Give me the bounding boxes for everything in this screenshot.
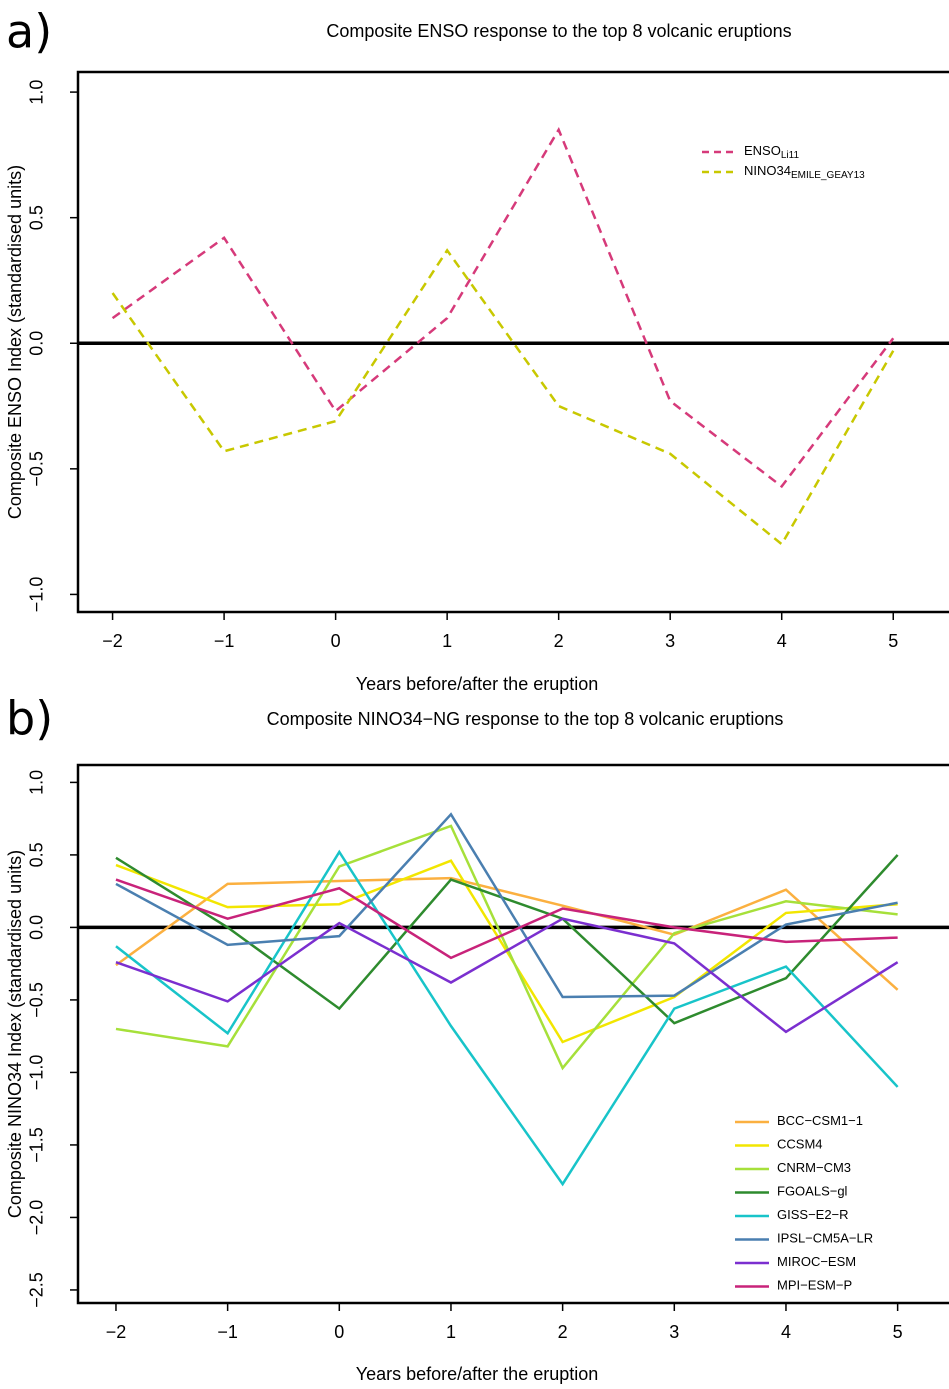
x-tick-label: 1 (442, 631, 452, 651)
legend-name: FGOALS−gl (777, 1184, 848, 1199)
legend-label: IPSL−CM5A−LR (777, 1231, 873, 1246)
x-tick-label: −1 (214, 631, 235, 651)
legend-name: GISS−E2−R (777, 1207, 849, 1222)
legend-subscript: Li11 (781, 150, 800, 161)
x-axis-label: Years before/after the eruption (356, 1364, 599, 1384)
y-tick-label: −0.5 (27, 451, 47, 487)
legend-label: CCSM4 (777, 1137, 823, 1152)
y-tick-label: 0.0 (27, 331, 47, 356)
x-tick-label: −1 (217, 1322, 238, 1342)
y-tick-label: −2.0 (27, 1200, 47, 1236)
x-tick-label: 2 (558, 1322, 568, 1342)
y-tick-label: −1.0 (27, 1055, 47, 1091)
legend-name: CCSM4 (777, 1137, 823, 1152)
x-tick-label: 1 (446, 1322, 456, 1342)
x-tick-label: 5 (893, 1322, 903, 1342)
panel-label: b) (6, 692, 53, 746)
y-tick-label: −1.5 (27, 1127, 47, 1163)
panel-label: a) (6, 5, 52, 59)
series-line (115, 878, 898, 960)
chart-title: Composite NINO34−NG response to the top … (267, 709, 784, 729)
y-axis-label: Composite ENSO Index (standardised units… (5, 165, 25, 519)
y-tick-label: −0.5 (27, 982, 47, 1018)
series-line (115, 849, 899, 1187)
series-line (115, 917, 899, 1034)
legend-name: MPI−ESM−P (777, 1278, 852, 1293)
series-line (115, 876, 899, 991)
legend-name: IPSL−CM5A−LR (777, 1231, 873, 1246)
legend-label: CNRM−CM3 (777, 1160, 851, 1175)
legend-name: CNRM−CM3 (777, 1160, 851, 1175)
x-tick-label: −2 (102, 631, 123, 651)
legend-name: MIROC−ESM (777, 1254, 856, 1269)
legend-name: BCC−CSM1−1 (777, 1113, 863, 1128)
legend-name: ENSO (744, 143, 781, 158)
x-tick-label: 4 (781, 1322, 791, 1342)
y-tick-label: 0.5 (27, 842, 47, 867)
series-line (115, 854, 899, 1025)
legend-label: ENSOLi11 (744, 143, 799, 160)
chart-title: Composite ENSO response to the top 8 vol… (326, 21, 791, 41)
series-line (115, 824, 898, 1071)
y-axis-label: Composite NINO34 Index (standardised uni… (5, 850, 25, 1218)
y-tick-label: 1.0 (27, 80, 47, 105)
x-axis-label: Years before/after the eruption (356, 674, 599, 694)
legend-label: MPI−ESM−P (777, 1278, 852, 1293)
y-tick-label: −1.0 (27, 577, 47, 613)
plot-frame (76, 763, 949, 1305)
series-line (111, 248, 895, 547)
legend-subscript: EMILE_GEAY13 (791, 170, 865, 181)
legend-label: BCC−CSM1−1 (777, 1113, 863, 1128)
x-tick-label: 3 (665, 631, 675, 651)
legend-label: MIROC−ESM (777, 1254, 856, 1269)
legend-label: FGOALS−gl (777, 1184, 848, 1199)
x-tick-label: 4 (777, 631, 787, 651)
y-tick-label: 0.5 (27, 205, 47, 230)
x-tick-label: 0 (331, 631, 341, 651)
x-tick-label: 5 (888, 631, 898, 651)
x-tick-label: 0 (334, 1322, 344, 1342)
legend-label: NINO34EMILE_GEAY13 (744, 163, 865, 180)
series-line (111, 126, 895, 489)
y-tick-label: 0.0 (27, 915, 47, 940)
series-line (115, 812, 898, 999)
legend-name: NINO34 (744, 163, 791, 178)
y-tick-label: −2.5 (27, 1272, 47, 1308)
x-tick-label: −2 (106, 1322, 127, 1342)
legend-label: GISS−E2−R (777, 1207, 849, 1222)
y-tick-label: 1.0 (27, 770, 47, 795)
plot-frame (76, 70, 949, 614)
x-tick-label: 3 (669, 1322, 679, 1342)
x-tick-label: 2 (554, 631, 564, 651)
